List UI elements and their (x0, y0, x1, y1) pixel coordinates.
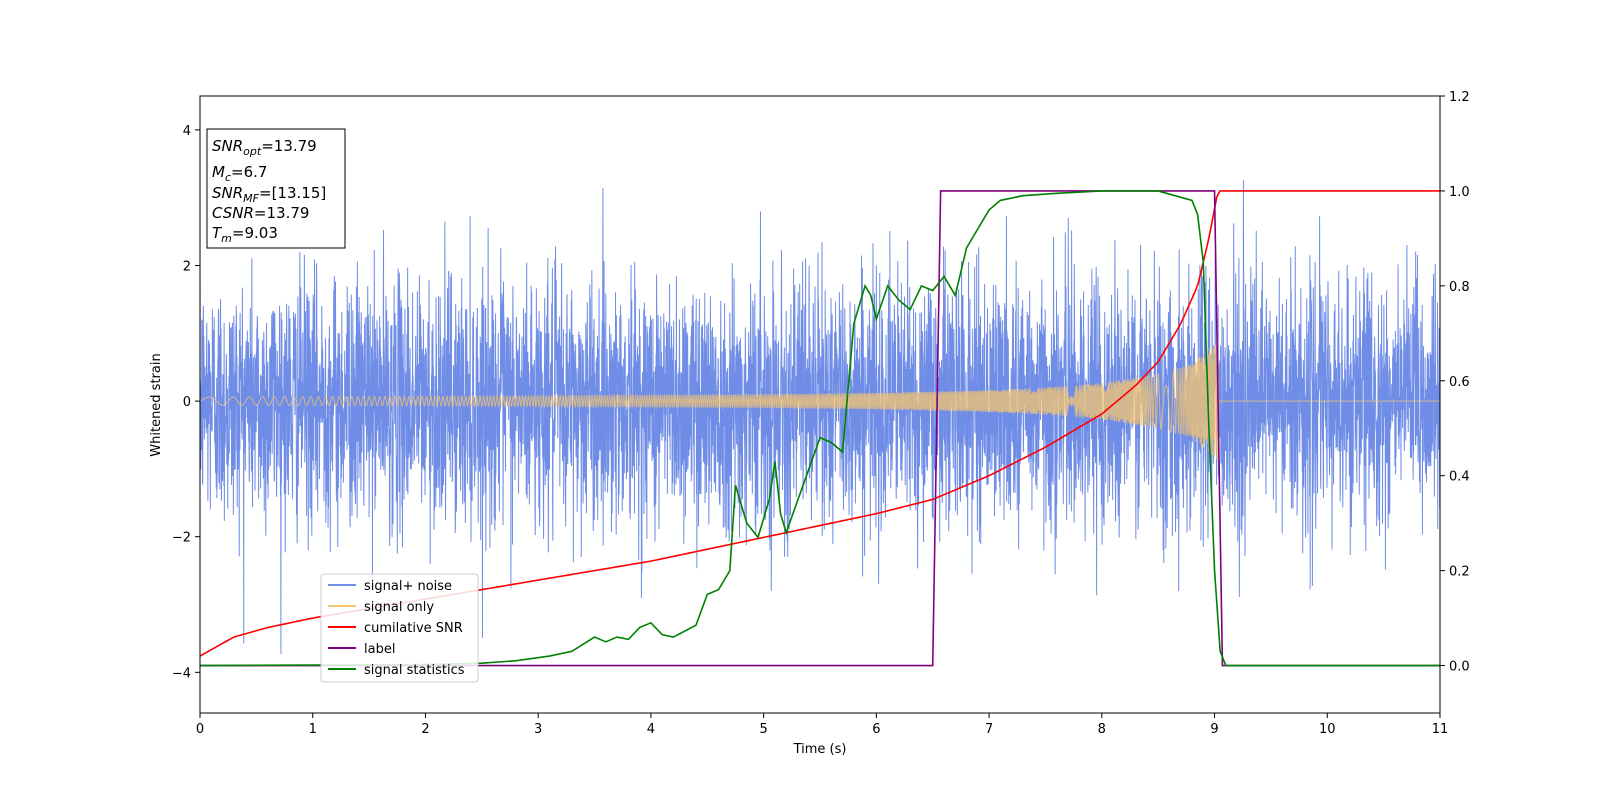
annotation-line: Tm=9.03 (212, 224, 278, 245)
annotation-line: SNRopt=13.79 (212, 137, 317, 158)
x-tick-label: 7 (985, 722, 993, 737)
signal-only-line (200, 343, 1440, 462)
x-tick-label: 10 (1319, 722, 1336, 737)
y-tick-label: 2 (183, 260, 191, 275)
legend-label: signal+ noise (364, 579, 452, 594)
series-signal-only (200, 343, 1440, 462)
annotation-line: SNRMF=[13.15] (212, 184, 326, 205)
signal-statistics-line (200, 190, 1440, 667)
y2-tick-label: 1.2 (1449, 90, 1470, 105)
annotation-frame (206, 128, 346, 249)
x-axis: 0 1 2 3 4 5 6 7 8 9 10 11 (196, 713, 1448, 737)
y2-tick-label: 1.0 (1449, 185, 1470, 200)
y-tick-label: −2 (172, 531, 191, 546)
x-tick-label: 9 (1210, 722, 1218, 737)
y-axis-label: Whitened strain (149, 353, 164, 456)
x-axis-label: Time (s) (793, 742, 847, 757)
legend-label: cumilative SNR (364, 621, 463, 636)
series-signal-statistics (200, 190, 1440, 667)
legend-label: signal only (364, 600, 434, 615)
x-tick-label: 1 (309, 722, 317, 737)
y-tick-label: 4 (183, 124, 191, 139)
y-tick-label: −4 (172, 666, 191, 681)
x-tick-label: 6 (872, 722, 880, 737)
x-tick-label: 3 (534, 722, 542, 737)
x-tick-label: 2 (421, 722, 429, 737)
stats-annotation-box: SNRopt=13.79 Mc=6.7SNRMF=[13.15]CSNR=13.7… (206, 128, 346, 249)
legend: signal+ noise signal only cumilative SNR la… (320, 573, 479, 683)
x-tick-label: 11 (1432, 722, 1449, 737)
series-signal-noise (200, 180, 1440, 655)
y2-tick-label: 0.0 (1449, 660, 1470, 675)
x-tick-label: 0 (196, 722, 204, 737)
annotation-line: Mc=6.7 (212, 163, 267, 184)
legend-label: signal statistics (364, 663, 465, 678)
signal-noise-line (200, 180, 1440, 655)
legend-label: label (364, 642, 395, 657)
y2-tick-label: 0.2 (1449, 565, 1470, 580)
y2-tick-label: 0.4 (1449, 470, 1470, 485)
y-axis-right: 1.2 1.0 0.8 0.6 0.4 0.2 0.0 (1440, 90, 1470, 675)
y-axis-left: 4 2 0 −2 −4 (172, 124, 200, 681)
annotation-line: CSNR=13.79 (212, 204, 309, 222)
legend-frame (320, 573, 479, 683)
x-tick-label: 4 (647, 722, 655, 737)
y2-tick-label: 0.6 (1449, 375, 1470, 390)
y2-tick-label: 0.8 (1449, 280, 1470, 295)
x-tick-label: 5 (759, 722, 767, 737)
y-tick-label: 0 (183, 395, 191, 410)
plot-frame (199, 95, 1441, 714)
x-tick-label: 8 (1098, 722, 1106, 737)
